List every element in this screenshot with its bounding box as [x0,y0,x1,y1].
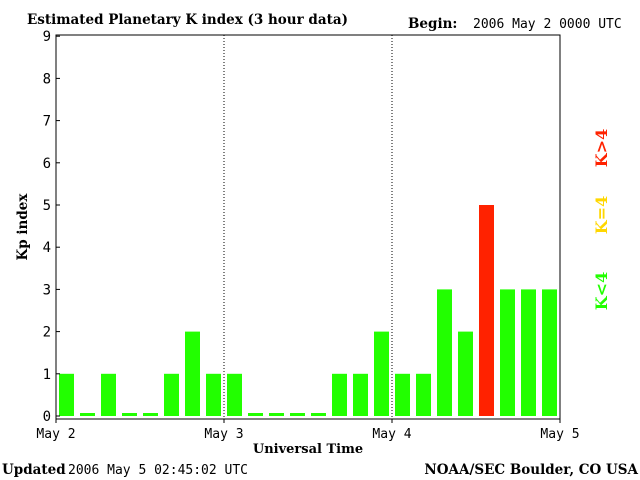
source-label: NOAA/SEC Boulder, CO USA [424,462,638,478]
y-tick-label: 9 [43,29,51,45]
kp-bar [437,289,452,416]
updated-label: Updated [2,462,66,478]
kp-bar [395,373,410,416]
x-tick-label: May 5 [540,427,579,442]
kp-bar [143,413,158,416]
kp-bar [80,413,95,416]
begin-label: Begin: [408,16,457,32]
y-axis-label: Kp index [15,193,31,261]
updated-value: 2006 May 5 02:45:02 UTC [68,463,248,478]
kp-bar [311,413,326,416]
x-axis-ticks: May 2 May 3 May 4 May 5 [36,419,580,442]
bar-series [59,205,557,416]
day-gridlines [223,35,393,419]
kp-bar [479,205,494,416]
kp-bar [269,413,284,416]
kp-bar [185,331,200,416]
x-tick-label: May 2 [36,427,75,442]
y-tick-label: 0 [43,409,51,425]
kp-bar [101,373,116,416]
kp-bar [248,413,263,416]
y-tick-label: 4 [43,240,51,256]
kp-bar [542,289,557,416]
kp-bar [206,373,221,416]
kp-bar [290,413,305,416]
y-tick-label: 5 [43,198,51,214]
kp-bar [374,331,389,416]
legend-greater-than-4: K>4 [592,129,611,167]
x-tick-label: May 4 [372,427,411,442]
chart-title: Estimated Planetary K index (3 hour data… [27,12,348,28]
y-tick-label: 2 [43,325,51,341]
kp-bar [458,331,473,416]
begin-value: 2006 May 2 0000 UTC [473,17,622,32]
y-axis-ticks: 0 1 2 3 4 5 6 7 8 9 [43,29,60,425]
kp-bar [59,373,74,416]
kp-bar [164,373,179,416]
y-tick-label: 7 [43,114,51,130]
y-tick-label: 6 [43,156,51,172]
kp-bar [521,289,536,416]
legend-less-than-4: K<4 [592,272,611,310]
kp-bar [416,373,431,416]
plot-area [55,34,561,420]
y-tick-label: 1 [43,367,51,383]
kp-bar [227,373,242,416]
x-tick-label: May 3 [204,427,243,442]
kp-bar [353,373,368,416]
legend-equal-4: K=4 [592,196,611,234]
y-tick-label: 3 [43,282,51,298]
kp-bar [332,373,347,416]
kp-bar [500,289,515,416]
y-tick-label: 8 [43,71,51,87]
x-axis-label: Universal Time [253,442,363,457]
kp-bar [122,413,137,416]
